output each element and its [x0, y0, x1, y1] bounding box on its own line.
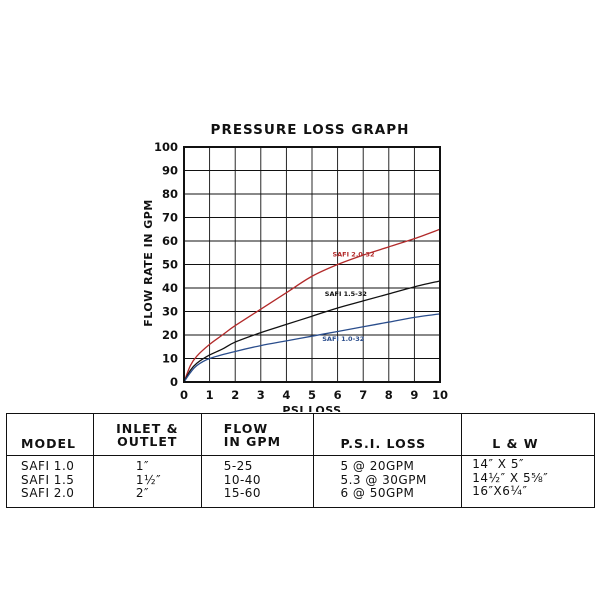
header-l-and-w: L & W: [461, 413, 595, 456]
y-tick-90: 90: [162, 164, 178, 178]
x-tick-6: 6: [334, 388, 342, 402]
series-line-1: [183, 280, 441, 383]
series-lines: SAFI 2.0-32 SAFI 1.5-32 SAFI 1.0-32: [183, 228, 441, 383]
cell-flows: 5-25 10-40 15-60: [200, 455, 315, 508]
series-label-0: SAFI 2.0-32: [332, 250, 374, 258]
x-tick-10: 10: [432, 388, 448, 402]
x-tick-1: 1: [206, 388, 214, 402]
series-label-1: SAFI 1.5-32: [325, 290, 367, 298]
y-tick-30: 30: [162, 305, 178, 319]
x-tick-5: 5: [308, 388, 316, 402]
y-tick-20: 20: [162, 328, 178, 342]
x-tick-0: 0: [180, 388, 188, 402]
series-label-2: SAFI 1.0-32: [322, 335, 364, 343]
cell-inlets: 1″ 1½″ 2″: [92, 455, 202, 508]
x-tick-labels: 0 1 2 3 4 5 6 7 8 9 10: [180, 388, 448, 402]
x-tick-8: 8: [385, 388, 393, 402]
x-tick-2: 2: [231, 388, 239, 402]
x-axis-label: PSI LOSS: [282, 404, 341, 412]
y-tick-0: 0: [170, 375, 178, 389]
y-tick-80: 80: [162, 187, 178, 201]
series-line-0: [183, 228, 441, 383]
x-tick-9: 9: [410, 388, 418, 402]
header-flow: FLOW IN GPM: [200, 413, 315, 456]
cell-models: SAFI 1.0 SAFI 1.5 SAFI 2.0: [6, 455, 94, 508]
pressure-loss-chart: PRESSURE LOSS GRAPH 0 1 2 3 4 5 6 7 8 9 10 0 10 20 30…: [142, 122, 448, 412]
table-row: SAFI 1.0 SAFI 1.5 SAFI 2.0 1″ 1½″ 2″ 5-25 10-…: [6, 455, 595, 508]
plot-frame: [183, 146, 441, 383]
y-axis-label: FLOW RATE IN GPM: [142, 199, 155, 327]
series-line-2: [183, 313, 441, 383]
y-tick-40: 40: [162, 281, 178, 295]
y-tick-labels: 0 10 20 30 40 50 60 70 80 90 100: [154, 140, 178, 389]
header-psi-loss: P.S.I. LOSS: [313, 413, 463, 456]
cell-l-and-w: 14″ X 5″ 14½″ X 5⅝″ 16″X6¼″: [461, 455, 595, 508]
x-tick-4: 4: [282, 388, 290, 402]
header-model: MODEL: [6, 413, 94, 456]
table-header-row: MODEL INLET & OUTLET FLOW IN GPM P.S.I. …: [6, 413, 595, 456]
x-tick-7: 7: [359, 388, 367, 402]
header-inlet-outlet: INLET & OUTLET: [92, 413, 202, 456]
cell-psi-losses: 5 @ 20GPM 5.3 @ 30GPM 6 @ 50GPM: [313, 455, 463, 508]
y-tick-70: 70: [162, 211, 178, 225]
y-tick-100: 100: [154, 140, 178, 154]
y-tick-50: 50: [162, 258, 178, 272]
specifications-table: MODEL INLET & OUTLET FLOW IN GPM P.S.I. …: [6, 413, 595, 508]
y-tick-10: 10: [162, 352, 178, 366]
grid-lines: [183, 146, 441, 383]
chart-title: PRESSURE LOSS GRAPH: [211, 122, 410, 138]
x-tick-3: 3: [257, 388, 265, 402]
y-tick-60: 60: [162, 234, 178, 248]
